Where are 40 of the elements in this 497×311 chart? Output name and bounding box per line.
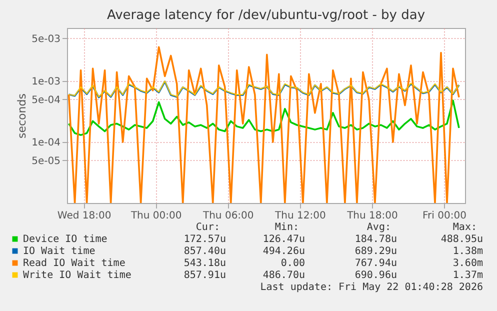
text: 486.70u bbox=[262, 270, 305, 281]
legend-label: Read IO Wait time bbox=[23, 258, 126, 269]
x-tick-label: Wed 18:00 bbox=[57, 210, 112, 222]
text: 184.78u bbox=[354, 234, 397, 245]
chart-title: Average latency for /dev/ubuntu-vg/root - by day bbox=[106, 8, 426, 23]
text: 857.91u bbox=[184, 270, 226, 281]
x-tick-label: Fri 00:00 bbox=[422, 210, 466, 222]
text: 689.29u bbox=[354, 246, 397, 257]
y-tick-label: 5e-03 bbox=[32, 34, 60, 45]
y-tick-label: 1e-03 bbox=[32, 76, 60, 88]
legend-label: IO Wait time bbox=[23, 246, 96, 257]
text: 690.96u bbox=[354, 270, 397, 281]
y-tick-label: 5e-04 bbox=[32, 94, 60, 106]
legend-label: Device IO time bbox=[23, 234, 108, 245]
x-tick-label: Thu 12:00 bbox=[274, 210, 326, 222]
text: 1.37m bbox=[452, 270, 483, 281]
y-axis-title: seconds bbox=[16, 93, 29, 138]
y-tick-label: 5e-05 bbox=[32, 156, 60, 167]
legend-label: Write IO Wait time bbox=[23, 270, 132, 281]
text: 126.47u bbox=[262, 234, 305, 245]
line-series bbox=[68, 46, 460, 203]
x-tick-label: Thu 06:00 bbox=[202, 210, 254, 222]
text: 494.26u bbox=[262, 246, 305, 257]
text: 1.38m bbox=[452, 246, 483, 257]
text: 3.60m bbox=[452, 258, 483, 269]
text: Min: bbox=[274, 222, 299, 233]
text: Avg: bbox=[366, 222, 391, 233]
text: 543.18u bbox=[184, 258, 226, 269]
x-tick-label: Thu 00:00 bbox=[130, 210, 182, 222]
y-tick-label: 1e-04 bbox=[32, 138, 60, 149]
text: Cur: bbox=[196, 222, 220, 233]
text: Last update: Fri May 22 01:40:28 2026 bbox=[260, 282, 483, 293]
x-tick-label: Thu 18:00 bbox=[346, 210, 398, 222]
text: 172.57u bbox=[184, 234, 226, 245]
text: 857.40u bbox=[184, 246, 226, 257]
text: 767.94u bbox=[354, 258, 397, 269]
line-series bbox=[68, 100, 460, 136]
text: 488.95u bbox=[440, 234, 483, 245]
text: 0.00 bbox=[280, 258, 305, 269]
text: Max: bbox=[452, 222, 477, 233]
